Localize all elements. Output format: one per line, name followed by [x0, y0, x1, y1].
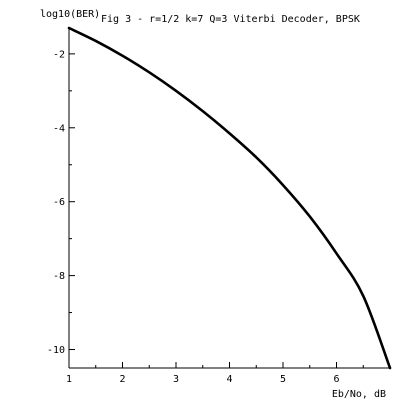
y-tick-label-2: -6	[53, 197, 65, 208]
x-tick-label-1: 2	[119, 374, 125, 385]
x-tick-label-5: 6	[333, 374, 339, 385]
x-tick-label-2: 3	[173, 374, 179, 385]
x-tick-label-0: 1	[66, 374, 72, 385]
tick-labels: 1 2 3 4 5 6 -2 -4 -6 -8 -10	[47, 49, 340, 385]
chart-title: Fig 3 - r=1/2 k=7 Q=3 Viterbi Decoder, B…	[101, 14, 360, 25]
y-axis-label: log10(BER)	[40, 9, 100, 20]
x-tick-label-4: 5	[280, 374, 286, 385]
y-tick-label-4: -10	[47, 345, 65, 356]
y-tick-label-0: -2	[53, 49, 65, 60]
series-layer	[67, 26, 392, 370]
series-line-0	[67, 26, 392, 370]
y-tick-label-3: -8	[53, 271, 65, 282]
x-tick-label-3: 4	[226, 374, 232, 385]
tick-marks	[68, 53, 364, 368]
y-tick-label-1: -4	[53, 123, 65, 134]
x-axis-label: Eb/No, dB	[332, 389, 386, 400]
axes	[68, 28, 390, 369]
